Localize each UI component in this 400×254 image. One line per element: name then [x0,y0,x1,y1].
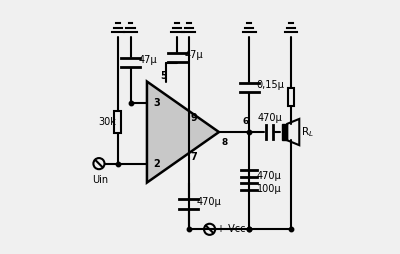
Text: 8: 8 [222,138,228,147]
Bar [282,124,287,140]
Text: 2: 2 [154,159,160,169]
Text: + Vcc: + Vcc [217,224,246,234]
Text: 470µ: 470µ [257,171,282,181]
Bar [288,88,294,105]
Text: 9: 9 [190,113,197,123]
Text: R$_L$: R$_L$ [301,125,314,139]
Text: 3: 3 [154,98,160,108]
Text: 47µ: 47µ [185,50,204,60]
Text: 30k: 30k [98,117,116,127]
Text: 470µ: 470µ [196,197,221,207]
Text: 100µ: 100µ [257,184,282,194]
Text: 47µ: 47µ [138,55,157,65]
Text: 7: 7 [190,152,197,162]
Text: 470µ: 470µ [257,113,282,123]
Text: 6: 6 [242,117,248,126]
Polygon shape [147,82,219,183]
Text: Uin: Uin [92,175,108,185]
Bar [114,110,122,133]
Text: 5: 5 [160,71,167,82]
Text: 0,15µ: 0,15µ [257,80,285,90]
